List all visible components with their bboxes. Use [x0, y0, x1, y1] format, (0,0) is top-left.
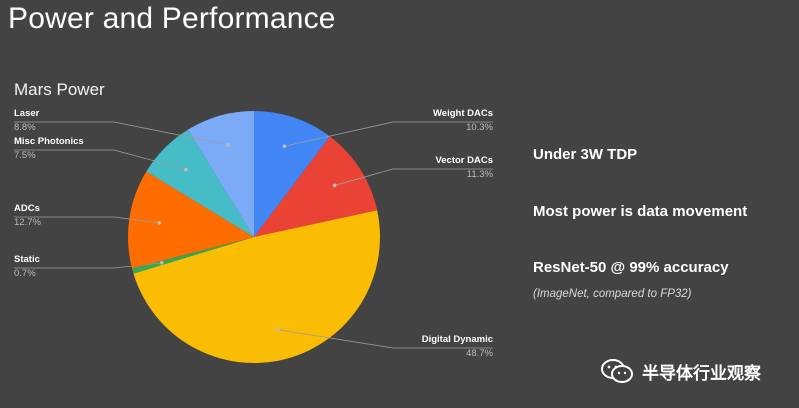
- leader-line-vector-dacs: [334, 168, 493, 186]
- watermark-text: 半导体行业观察: [642, 363, 761, 383]
- pie-chart: Weight DACs 10.3% Vector DACs 11.3% Digital …: [14, 108, 494, 363]
- slice-label-adcs: ADCs: [14, 203, 40, 214]
- slice-percent-weight-dacs: 10.3%: [466, 122, 493, 133]
- leader-line-weight-dacs: [284, 121, 493, 147]
- pie-slice-adcs: [128, 171, 254, 269]
- slice-percent-laser: 8.8%: [14, 122, 36, 133]
- leader-line-adcs: [14, 216, 160, 224]
- slice-label-static: Static: [14, 254, 40, 265]
- slice-percent-adcs: 12.7%: [14, 217, 41, 228]
- leader-dot-weight-dacs: [282, 144, 287, 149]
- slice-percent-misc-photonics: 7.5%: [14, 150, 36, 161]
- wechat-icon: [601, 359, 633, 383]
- watermark: 半导体行业观察: [600, 358, 761, 384]
- leader-line-digital-dynamic: [278, 329, 493, 349]
- leader-line-misc-photonics: [14, 149, 187, 170]
- slice-percent-vector-dacs: 11.3%: [467, 169, 494, 180]
- slice-label-weight-dacs: Weight DACs: [433, 108, 493, 119]
- slice-label-digital-dynamic: Digital Dynamic: [422, 334, 493, 345]
- pie-slice-misc-photonics: [146, 129, 254, 237]
- slice-label-misc-photonics: Misc Photonics: [14, 136, 84, 147]
- slide-title: Power and Performance: [8, 2, 336, 35]
- pie-slice-vector-dacs: [254, 136, 378, 237]
- bullet-tdp: Under 3W TDP: [533, 146, 638, 163]
- imagenet-note: (ImageNet, compared to FP32): [533, 288, 692, 300]
- slice-label-laser: Laser: [14, 108, 40, 119]
- slice-percent-digital-dynamic: 48.7%: [466, 348, 493, 359]
- pie-slice-digital-dynamic: [133, 210, 380, 363]
- pie-slice-laser: [187, 111, 254, 237]
- slice-label-vector-dacs: Vector DACs: [435, 155, 493, 166]
- leader-dot-static: [159, 261, 164, 265]
- leader-dot-digital-dynamic: [276, 327, 280, 332]
- leader-dot-vector-dacs: [332, 183, 337, 188]
- slice-percent-static: 0.7%: [14, 268, 36, 279]
- pie-slice-weight-dacs: [254, 111, 330, 237]
- bullet-data-movement: Most power is data movement: [533, 203, 748, 220]
- leader-dot-adcs: [157, 221, 162, 225]
- leader-line-laser: [14, 121, 228, 146]
- leader-dot-laser: [226, 143, 230, 147]
- bullet-resnet: ResNet-50 @ 99% accuracy: [533, 259, 729, 276]
- leader-dot-misc-photonics: [184, 167, 188, 172]
- chart-title: Mars Power: [14, 80, 105, 99]
